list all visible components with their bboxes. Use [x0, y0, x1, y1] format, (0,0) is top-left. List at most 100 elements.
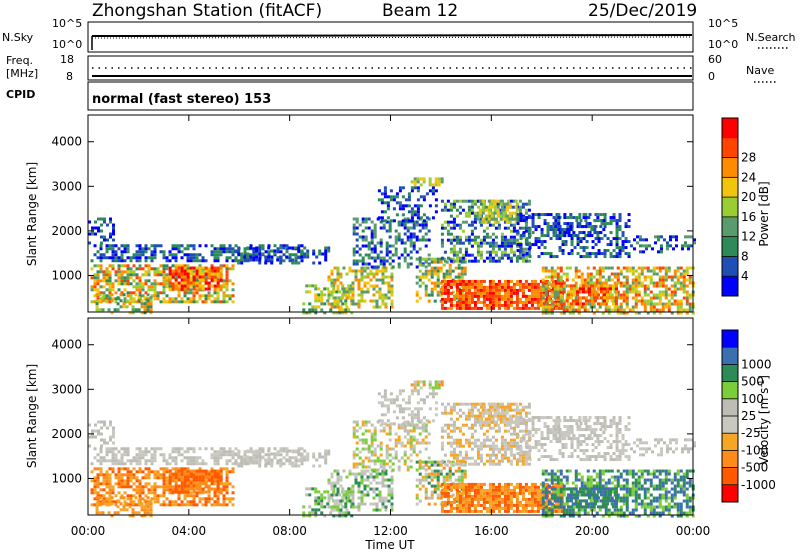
power-cell [521, 247, 525, 251]
power-cell [659, 247, 663, 251]
power-cell [216, 287, 220, 291]
power-cell [622, 266, 626, 270]
power-cell [509, 291, 513, 295]
power-cell [125, 299, 129, 303]
power-cell [321, 252, 325, 256]
velocity-cell [189, 456, 193, 460]
power-cell [689, 244, 693, 248]
power-cell [485, 226, 489, 230]
power-cell [458, 238, 462, 242]
power-cell [488, 223, 492, 227]
power-cell [131, 305, 135, 309]
power-cell [661, 302, 665, 306]
power-cell [213, 250, 217, 254]
velocity-cell [433, 472, 437, 476]
power-cell [614, 302, 618, 306]
power-cell [252, 256, 256, 260]
power-cell [436, 257, 440, 261]
velocity-cell [358, 426, 362, 430]
power-cell [522, 231, 526, 235]
power-cell [355, 244, 359, 248]
power-cell [317, 293, 321, 297]
velocity-cell [237, 455, 241, 459]
velocity-cell [386, 404, 390, 408]
velocity-cell [418, 472, 422, 476]
power-cell [541, 305, 545, 309]
power-cell [505, 208, 509, 212]
power-cell [482, 259, 486, 263]
velocity-cell [102, 482, 106, 486]
power-cell [667, 287, 671, 291]
power-cell [521, 282, 525, 286]
power-cell [413, 204, 417, 208]
velocity-cell [436, 496, 440, 500]
power-cell [494, 285, 498, 289]
power-cell [351, 293, 355, 297]
power-cell [607, 278, 611, 282]
power-cell [506, 253, 510, 257]
power-cell [103, 235, 106, 239]
power-cell [113, 308, 117, 312]
power-cell [243, 250, 247, 254]
power-cell [237, 249, 241, 253]
velocity-cell [150, 497, 154, 501]
power-cell [524, 256, 528, 260]
velocity-cell [225, 470, 229, 474]
velocity-cell [93, 497, 97, 501]
velocity-cell [394, 453, 398, 457]
power-cell [576, 243, 580, 247]
power-cell [664, 266, 668, 270]
power-cell [574, 281, 578, 285]
power-cell [440, 177, 444, 181]
power-cell [563, 216, 567, 220]
power-cell [303, 252, 307, 256]
power-cell [376, 253, 380, 257]
power-cell [515, 291, 519, 295]
power-cell [548, 303, 552, 307]
power-cell [146, 302, 150, 306]
power-cell [147, 288, 151, 292]
velocity-cell [361, 423, 365, 427]
power-cell [180, 269, 184, 273]
velocity-cell [311, 511, 315, 515]
velocity-cell [345, 499, 349, 503]
power-cell [126, 250, 130, 254]
velocity-cell [106, 441, 109, 445]
power-cell [352, 259, 356, 263]
power-cell [168, 281, 172, 285]
colorbar-frame [721, 117, 739, 297]
velocity-cell [442, 478, 446, 482]
power-cell [628, 269, 632, 273]
power-cell [527, 199, 531, 203]
power-cell [685, 266, 689, 270]
velocity-cell [376, 459, 380, 463]
velocity-cell [285, 447, 289, 451]
power-cell [436, 272, 440, 276]
power-cell [574, 308, 578, 312]
power-cell [386, 201, 390, 205]
power-cell [550, 293, 554, 297]
power-cell [381, 278, 385, 282]
velocity-cell [108, 473, 112, 477]
power-cell [358, 253, 362, 257]
power-cell [488, 297, 492, 301]
power-cell [661, 305, 665, 309]
power-cell [120, 276, 124, 280]
power-cell [385, 229, 389, 233]
power-cell [373, 265, 377, 269]
power-cell [488, 294, 492, 298]
velocity-cell [168, 488, 172, 492]
power-cell [186, 253, 190, 257]
power-cell [363, 275, 367, 279]
power-cell [596, 234, 600, 238]
power-cell [527, 306, 531, 310]
velocity-cell [412, 435, 416, 439]
velocity-cell [427, 420, 431, 424]
velocity-cell [416, 380, 420, 384]
power-cell [569, 216, 573, 220]
velocity-cell [305, 514, 309, 518]
power-cell [667, 308, 671, 312]
power-cell [95, 299, 99, 303]
velocity-cell [210, 467, 214, 471]
power-cell [427, 293, 431, 297]
